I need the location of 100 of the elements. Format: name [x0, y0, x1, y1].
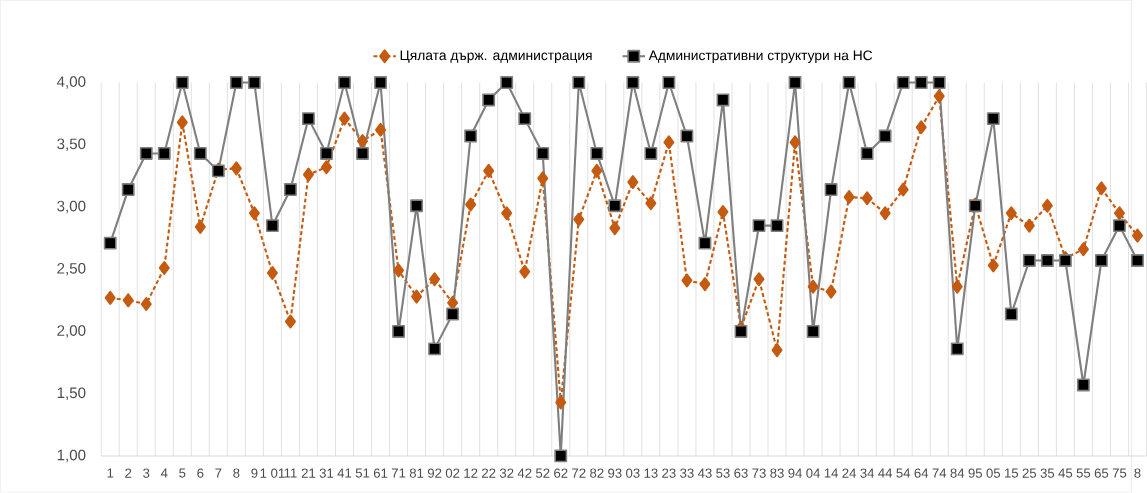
point — [770, 219, 784, 233]
point — [861, 191, 873, 206]
point — [987, 258, 999, 273]
x-tick-label: 54 — [896, 468, 911, 478]
x-tick-label: 92 — [427, 468, 442, 478]
point — [573, 212, 585, 227]
point — [1022, 254, 1036, 268]
x-tick-label: 84 — [950, 468, 965, 478]
point — [266, 266, 278, 281]
x-tick-label: 2 — [125, 468, 132, 478]
x-tick-label: 03 — [626, 468, 640, 478]
point — [536, 147, 550, 161]
y-tick-label: 3,50 — [57, 138, 86, 152]
point — [175, 76, 189, 90]
point — [1077, 242, 1089, 257]
x-tick-label: 44 — [878, 468, 893, 478]
y-tick-label: 4,00 — [56, 76, 86, 89]
point — [699, 277, 711, 292]
point — [338, 76, 351, 90]
point — [464, 129, 478, 143]
point — [915, 120, 927, 135]
point — [302, 112, 315, 126]
x-tick-label: 81 — [409, 468, 424, 478]
x-tick-label: 3 — [143, 468, 150, 478]
point — [879, 206, 891, 221]
x-tick-label: 42 — [517, 468, 532, 478]
x-tick-label: 64 — [914, 468, 929, 478]
x-tick-label: 33 — [680, 468, 694, 478]
point — [140, 297, 152, 312]
x-tick-label: 24 — [842, 468, 857, 478]
x-tick-label: 74 — [932, 468, 947, 478]
point — [807, 279, 819, 294]
point — [771, 343, 783, 358]
point — [1131, 228, 1143, 243]
point — [283, 183, 297, 197]
x-tick-label: 25 — [1022, 468, 1037, 478]
point — [752, 219, 766, 233]
y-tick-label: 1,50 — [57, 387, 86, 401]
x-tick-label: 15 — [1005, 468, 1019, 478]
x-tick-label: 45 — [1058, 468, 1073, 478]
point — [626, 76, 640, 90]
point — [483, 164, 495, 179]
x-tick-label: 7 — [215, 468, 222, 478]
point — [410, 199, 424, 213]
point — [393, 263, 405, 278]
x-tick-label: 55 — [1076, 468, 1091, 478]
point — [1113, 219, 1126, 233]
x-tick-label: 11 — [284, 468, 297, 478]
point — [374, 76, 387, 90]
point — [375, 123, 387, 137]
point — [788, 76, 802, 90]
x-tick-label: 93 — [608, 468, 622, 478]
x-tick-label: 31 — [319, 468, 334, 478]
x-tick-label: 1 01 — [260, 468, 285, 478]
point — [446, 307, 460, 321]
point — [825, 284, 837, 299]
point — [265, 219, 279, 233]
point — [555, 395, 567, 410]
point — [229, 76, 243, 90]
point — [753, 272, 765, 287]
point — [122, 293, 134, 308]
point — [429, 272, 441, 287]
point — [176, 115, 188, 130]
x-tick-label: 1 — [107, 468, 114, 478]
point — [645, 196, 657, 211]
point — [591, 164, 603, 179]
point — [896, 76, 910, 90]
point — [554, 449, 568, 463]
point — [824, 183, 838, 197]
y-tick-label: 1,00 — [57, 449, 86, 463]
point — [914, 76, 928, 90]
point — [519, 264, 531, 279]
point — [842, 76, 856, 90]
point — [247, 76, 261, 90]
x-tick-label: 9 — [251, 468, 258, 478]
x-tick-label: 05 — [986, 468, 1001, 478]
point — [500, 76, 514, 90]
point — [121, 183, 135, 197]
point — [609, 221, 621, 236]
x-tick-label: 13 — [644, 468, 658, 478]
x-tick-label: 41 — [337, 468, 352, 478]
point — [951, 279, 963, 294]
point — [1041, 198, 1053, 213]
x-tick-label: 32 — [499, 468, 514, 478]
point — [1040, 254, 1054, 268]
x-tick-label: 53 — [716, 468, 730, 478]
x-tick-label: 04 — [806, 468, 820, 478]
point — [897, 182, 909, 197]
point — [411, 289, 423, 304]
x-tick-label: 43 — [697, 468, 712, 478]
y-tick-label: 2,50 — [57, 263, 86, 276]
x-tick-label: 72 — [572, 468, 586, 478]
point — [158, 261, 170, 276]
x-tick-label: 23 — [662, 468, 676, 478]
point — [627, 175, 639, 190]
x-tick-label: 83 — [770, 468, 784, 478]
point — [932, 76, 946, 90]
point — [843, 190, 855, 205]
point — [1076, 378, 1090, 392]
x-tick-label: 65 — [1094, 468, 1109, 478]
